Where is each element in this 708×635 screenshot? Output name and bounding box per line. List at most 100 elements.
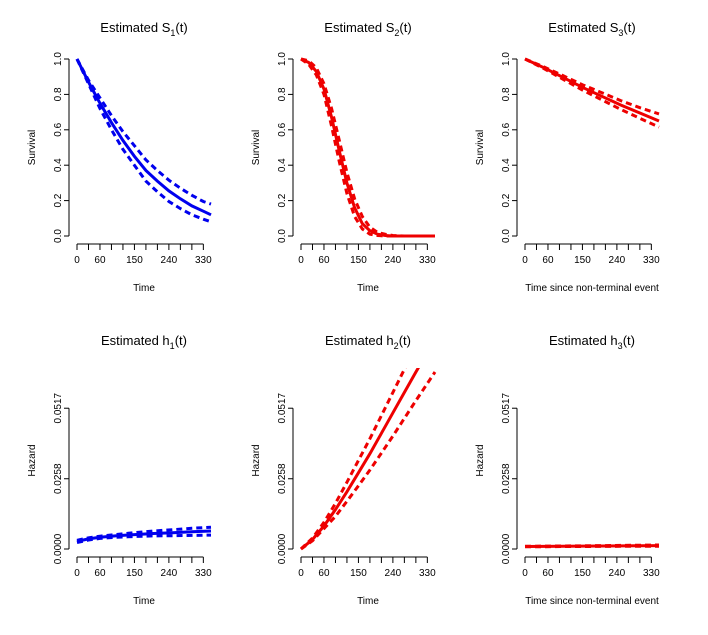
panel-title: Estimated S2(t) — [324, 20, 411, 38]
title-suffix: (t) — [623, 20, 635, 35]
y-tick-label: 0.4 — [501, 158, 512, 172]
y-tick-label: 0.4 — [277, 158, 288, 172]
title-suffix: (t) — [175, 20, 187, 35]
x-tick-label: 330 — [643, 568, 660, 579]
y-axis-label: Survival — [251, 130, 262, 166]
y-axis-label: Survival — [27, 130, 38, 166]
y-tick-label: 0.0258 — [501, 463, 512, 494]
x-tick-label: 150 — [350, 568, 367, 579]
title-subscript: 1 — [170, 28, 175, 38]
y-tick-label: 0.0258 — [53, 463, 64, 494]
x-tick-label: 0 — [522, 568, 528, 579]
y-axis-label: Hazard — [475, 444, 486, 476]
x-tick-label: 0 — [298, 568, 304, 579]
panel-3: Estimated S3(t) 0.0 0.2 0.4 0.6 0.8 1.0 Surviva… — [475, 20, 660, 294]
panel-2: Estimated S2(t) 0.0 0.2 0.4 0.6 0.8 1.0 Surviva… — [251, 20, 436, 294]
title-subscript: 3 — [618, 28, 623, 38]
x-tick-label: 60 — [318, 255, 330, 266]
y-tick-label: 0.2 — [277, 193, 288, 207]
x-tick-label: 330 — [419, 568, 436, 579]
y-tick-label: 0.0517 — [53, 392, 64, 423]
title-subscript: 1 — [170, 341, 175, 351]
x-tick-label: 60 — [318, 568, 330, 579]
x-tick-label: 240 — [161, 255, 178, 266]
y-tick-label: 1.0 — [501, 52, 512, 66]
x-tick-label: 240 — [609, 568, 626, 579]
x-tick-label: 0 — [74, 255, 80, 266]
title-suffix: (t) — [623, 333, 635, 348]
panel-4: Estimated h1(t) 0.0000 0.0258 0.0517 Hazard 0… — [27, 333, 212, 607]
y-tick-label: 1.0 — [277, 52, 288, 66]
panel-title: Estimated h2(t) — [325, 333, 411, 351]
y-tick-label: 0.0 — [501, 229, 512, 243]
panel-title: Estimated h1(t) — [101, 333, 187, 351]
x-tick-label: 240 — [385, 255, 402, 266]
x-tick-label: 0 — [74, 568, 80, 579]
title-suffix: (t) — [175, 333, 187, 348]
y-tick-label: 0.0000 — [277, 533, 288, 564]
x-tick-label: 150 — [574, 255, 591, 266]
upper-ci-line — [75, 58, 212, 206]
y-tick-label: 0.0517 — [277, 392, 288, 423]
x-tick-label: 150 — [350, 255, 367, 266]
y-tick-label: 0.0 — [277, 229, 288, 243]
y-tick-label: 0.2 — [501, 193, 512, 207]
x-tick-label: 60 — [94, 568, 106, 579]
estimate-line — [524, 544, 660, 548]
y-axis-label: Survival — [475, 130, 486, 166]
x-tick-label: 150 — [574, 568, 591, 579]
y-tick-label: 0.2 — [53, 193, 64, 207]
estimate-line — [300, 57, 435, 238]
estimate-line — [75, 58, 212, 217]
upper-ci-line — [300, 57, 435, 238]
panel-5: Estimated h2(t) 0.0000 0.0258 0.0517 Hazard 0… — [251, 333, 437, 607]
panel-6: Estimated h3(t) 0.0000 0.0258 0.0517 Hazard 0… — [475, 333, 660, 607]
estimate-line — [76, 529, 212, 543]
panel-title: Estimated S3(t) — [548, 20, 635, 38]
y-axis-label: Hazard — [27, 444, 38, 476]
lower-ci-line — [300, 371, 437, 551]
panel-1: Estimated S1(t) 0.0 0.2 0.4 0.6 0.8 1.0 Surviva… — [27, 20, 212, 294]
x-axis-label: Time since non-terminal event — [525, 283, 659, 294]
x-axis-label: Time — [357, 283, 379, 294]
title-suffix: (t) — [399, 20, 411, 35]
y-tick-label: 0.4 — [53, 158, 64, 172]
x-axis-label: Time — [133, 596, 155, 607]
y-tick-label: 1.0 — [53, 52, 64, 66]
x-tick-label: 330 — [643, 255, 660, 266]
y-tick-label: 0.8 — [53, 87, 64, 101]
title-subscript: 2 — [394, 28, 399, 38]
x-tick-label: 150 — [126, 255, 143, 266]
x-tick-label: 240 — [161, 568, 178, 579]
y-tick-label: 0.0517 — [501, 392, 512, 423]
y-tick-label: 0.8 — [277, 87, 288, 101]
x-axis-label: Time since non-terminal event — [525, 596, 659, 607]
x-tick-label: 60 — [94, 255, 106, 266]
y-tick-label: 0.0000 — [501, 533, 512, 564]
x-tick-label: 240 — [385, 568, 402, 579]
panel-title: Estimated S1(t) — [100, 20, 187, 38]
estimate-line — [524, 57, 660, 123]
y-tick-label: 0.0000 — [53, 533, 64, 564]
x-tick-label: 240 — [609, 255, 626, 266]
x-tick-label: 60 — [542, 255, 554, 266]
x-tick-label: 0 — [522, 255, 528, 266]
y-axis-label: Hazard — [251, 444, 262, 476]
upper-ci-line — [299, 368, 407, 551]
y-tick-label: 0.6 — [53, 122, 64, 136]
x-tick-label: 150 — [126, 568, 143, 579]
estimate-line — [300, 368, 420, 551]
x-tick-label: 60 — [542, 568, 554, 579]
x-tick-label: 330 — [195, 568, 212, 579]
x-tick-label: 0 — [298, 255, 304, 266]
y-tick-label: 0.6 — [501, 122, 512, 136]
title-suffix: (t) — [399, 333, 411, 348]
panel-title: Estimated h3(t) — [549, 333, 635, 351]
title-subscript: 2 — [394, 341, 399, 351]
y-tick-label: 0.8 — [501, 87, 512, 101]
title-subscript: 3 — [618, 341, 623, 351]
y-tick-label: 0.0 — [53, 229, 64, 243]
y-tick-label: 0.0258 — [277, 463, 288, 494]
x-axis-label: Time — [357, 596, 379, 607]
x-tick-label: 330 — [195, 255, 212, 266]
